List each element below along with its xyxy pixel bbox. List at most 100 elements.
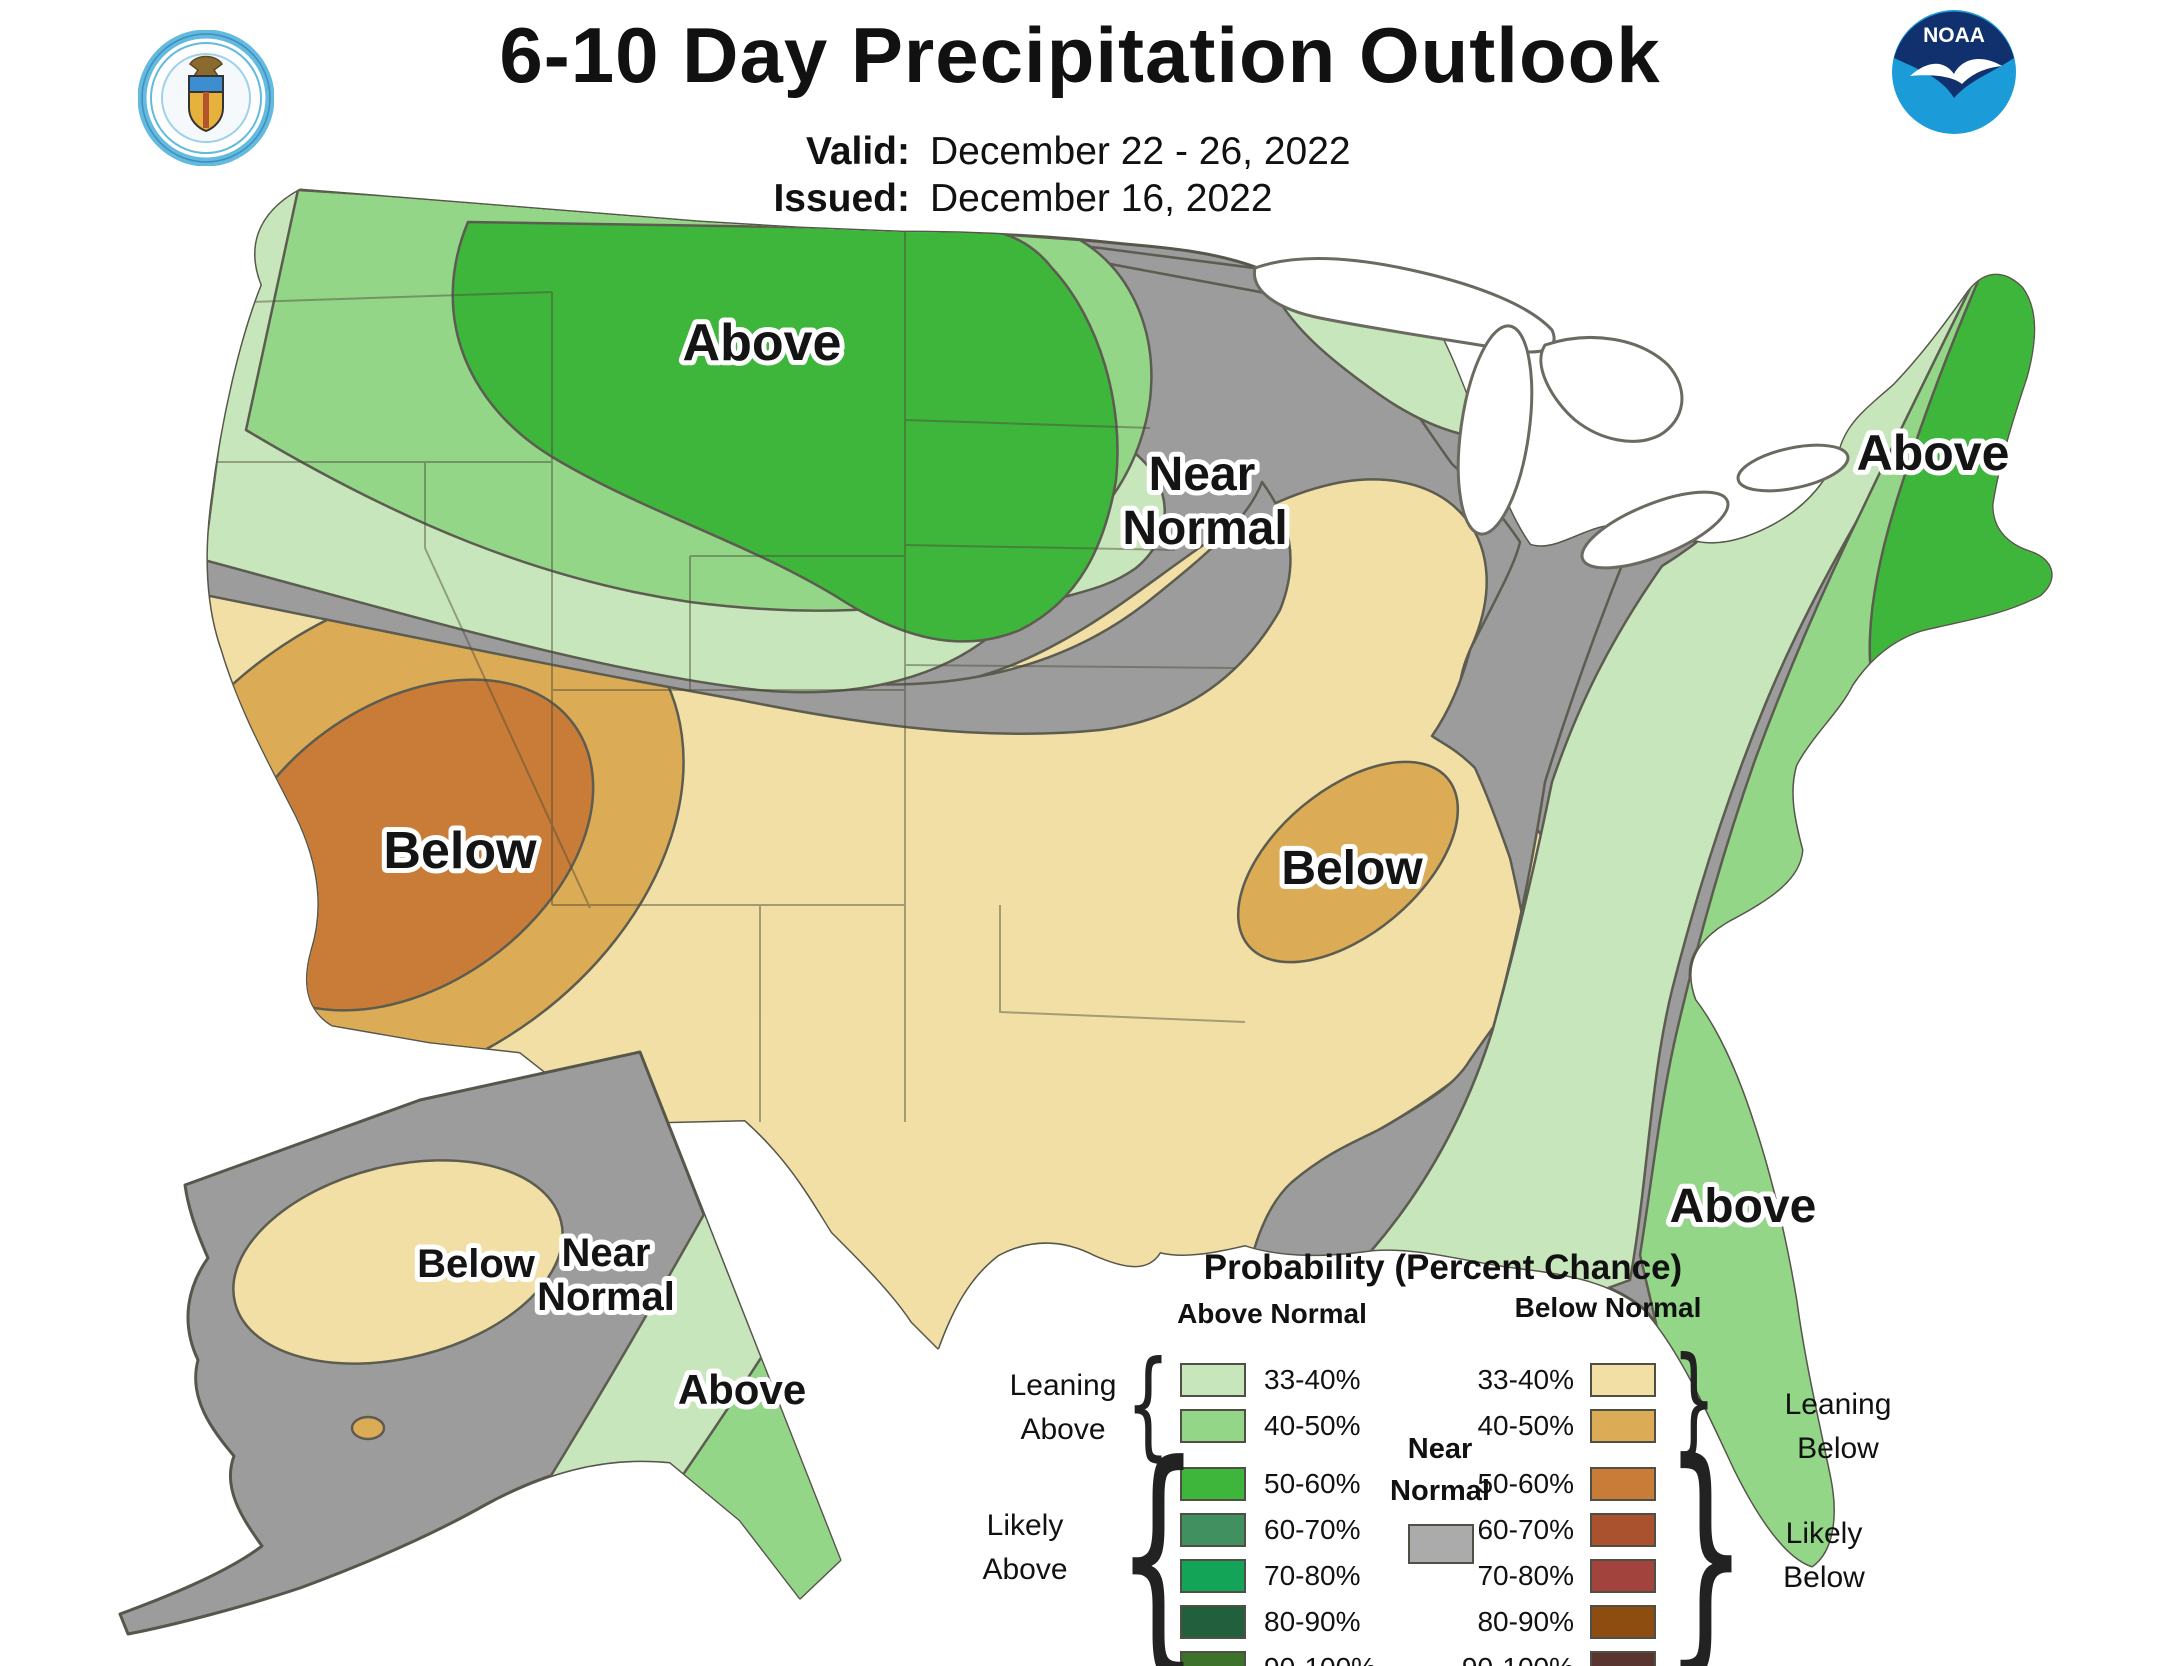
label-midwest-near-1: Near xyxy=(1149,448,1256,501)
legend-row: 33-40% xyxy=(1446,1362,1656,1398)
band-above-33-40-east xyxy=(1270,260,1988,1337)
legend-swatch xyxy=(1590,1363,1656,1397)
legend-swatch xyxy=(1180,1409,1246,1443)
alaska-base-near-normal xyxy=(118,1050,842,1636)
legend-below-column: 33-40% 40-50% 50-60% 60-70% 70-80% 80-90… xyxy=(1446,1362,1656,1666)
legend-range-label: 50-60% xyxy=(1264,1468,1361,1499)
leaning-below-line2: Below xyxy=(1797,1432,1879,1465)
likely-above-line1: Likely xyxy=(986,1509,1064,1542)
legend-row: 90-100% xyxy=(1180,1650,1376,1666)
likely-below-label: Likely Below xyxy=(1714,1512,1934,1600)
legend-title: Probability (Percent Chance) xyxy=(1203,1248,1683,1287)
lake-erie xyxy=(1580,490,1730,570)
noaa-logo-icon: NOAA xyxy=(1892,10,2016,134)
page-title: 6-10 Day Precipitation Outlook xyxy=(499,11,1661,99)
legend-range-label: 80-90% xyxy=(1477,1606,1574,1637)
leaning-below-line1: Leaning xyxy=(1784,1388,1892,1421)
legend-range-label: 70-80% xyxy=(1264,1560,1361,1591)
likely-below-line1: Likely xyxy=(1785,1517,1863,1550)
legend-below-header: Below Normal xyxy=(1514,1292,1702,1323)
legend-row: 50-60% xyxy=(1180,1466,1376,1502)
legend-near-normal-label: Near Normal xyxy=(1340,1428,1540,1512)
legend-swatch xyxy=(1590,1467,1656,1501)
legend-range-label: 40-50% xyxy=(1264,1410,1361,1441)
lake-michigan xyxy=(1456,324,1534,536)
legend-swatch xyxy=(1180,1467,1246,1501)
legend-range-label: 90-100% xyxy=(1264,1652,1376,1666)
legend-range-label: 90-100% xyxy=(1446,1652,1574,1666)
state-borders xyxy=(214,232,1246,1122)
label-southwest-below: Below xyxy=(383,822,537,880)
likely-above-brace: { xyxy=(1116,1411,1200,1666)
valid-label: Valid: xyxy=(805,129,910,173)
legend-range-label: 80-90% xyxy=(1264,1606,1361,1637)
map-labels: Above Near Normal Below Below Above Abov… xyxy=(378,309,2014,1418)
likely-below-brace: } xyxy=(1664,1409,1748,1666)
noaa-logo-text: NOAA xyxy=(1923,24,1985,47)
issued-row: Issued: December 16, 2022 xyxy=(735,175,1351,222)
leaning-below-label: Leaning Below xyxy=(1728,1383,1948,1471)
leaning-below-brace: } xyxy=(1672,1332,1717,1470)
legend-row: 33-40% xyxy=(1180,1362,1376,1398)
likely-below-line2: Below xyxy=(1783,1561,1865,1594)
legend-range-label: 60-70% xyxy=(1264,1514,1361,1545)
lake-ontario xyxy=(1736,443,1850,493)
legend-row: 80-90% xyxy=(1180,1604,1376,1640)
legend-swatch xyxy=(1180,1363,1246,1397)
legend-row: 40-50% xyxy=(1446,1408,1656,1444)
alaska-band-below-33-40 xyxy=(232,1159,564,1365)
legend-row: 90-100% xyxy=(1446,1650,1656,1666)
label-florida-above: Above xyxy=(1670,1180,1817,1233)
leaning-above-label: Leaning Above xyxy=(953,1364,1173,1452)
label-northeast-above: Above xyxy=(1857,425,2010,481)
legend-row: 70-80% xyxy=(1180,1558,1376,1594)
legend-row: 60-70% xyxy=(1446,1512,1656,1548)
legend-range-label: 50-60% xyxy=(1477,1468,1574,1499)
legend-swatch xyxy=(1590,1559,1656,1593)
legend-swatch xyxy=(1180,1513,1246,1547)
issued-value: December 16, 2022 xyxy=(930,176,1273,220)
legend-range-label: 70-80% xyxy=(1477,1560,1574,1591)
label-midsouth-below: Below xyxy=(1281,842,1423,895)
near-normal-line2: Normal xyxy=(1390,1475,1490,1507)
label-alaska-near-2: Normal xyxy=(537,1275,675,1319)
valid-value: December 22 - 26, 2022 xyxy=(930,129,1351,173)
seal-shield xyxy=(188,75,224,133)
leaning-above-line2: Above xyxy=(1020,1413,1106,1446)
leaning-above-brace: { xyxy=(1126,1336,1171,1474)
alaska-band-below-40-50 xyxy=(350,1415,386,1441)
great-lakes xyxy=(1252,256,1850,570)
legend-swatch xyxy=(1180,1605,1246,1639)
commerce-seal-icon xyxy=(138,30,274,166)
label-alaska-above: Above xyxy=(678,1366,806,1413)
legend-row: 80-90% xyxy=(1446,1604,1656,1640)
legend-range-label: 33-40% xyxy=(1264,1364,1361,1395)
lake-huron xyxy=(1539,336,1684,443)
legend-near-normal-swatch xyxy=(1408,1524,1474,1564)
legend-swatch xyxy=(1180,1651,1246,1666)
legend-swatch xyxy=(1180,1559,1246,1593)
legend-row: 50-60% xyxy=(1446,1466,1656,1502)
band-above-50-60-northeast xyxy=(1850,248,2052,802)
band-above-50-60-northwest xyxy=(451,220,1119,643)
label-midwest-near-2: Normal xyxy=(1122,502,1287,555)
likely-above-label: Likely Above xyxy=(915,1504,1135,1592)
legend-swatch xyxy=(1590,1409,1656,1443)
band-below-40-50-midsouth xyxy=(1236,760,1460,964)
date-block: Valid: December 22 - 26, 2022 Issued: De… xyxy=(735,128,1351,222)
likely-above-line2: Above xyxy=(982,1553,1068,1586)
legend-range-label: 33-40% xyxy=(1477,1364,1574,1395)
valid-row: Valid: December 22 - 26, 2022 xyxy=(735,128,1351,175)
legend-swatch xyxy=(1590,1651,1656,1666)
label-northwest-above: Above xyxy=(683,314,842,372)
legend-above-column: 33-40% 40-50% 50-60% 60-70% 70-80% 80-90… xyxy=(1180,1362,1376,1666)
legend-above-header: Above Normal xyxy=(1177,1298,1367,1329)
legend-row: 70-80% xyxy=(1446,1558,1656,1594)
issued-label: Issued: xyxy=(773,176,910,220)
label-alaska-near-1: Near xyxy=(562,1231,651,1275)
near-normal-line1: Near xyxy=(1407,1433,1473,1465)
legend-row: 40-50% xyxy=(1180,1408,1376,1444)
legend-range-label: 60-70% xyxy=(1477,1514,1574,1545)
